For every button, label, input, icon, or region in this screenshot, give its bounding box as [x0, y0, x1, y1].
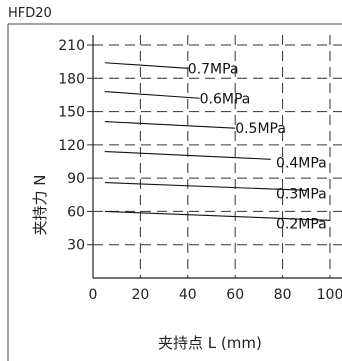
y-tick-label-30: 30: [67, 238, 85, 254]
x-tick-label-20: 20: [131, 287, 149, 303]
series-label-0.4MPa: 0.4MPa: [276, 155, 327, 171]
series-line-0.4MPa: [104, 150, 271, 160]
y-axis-title: 夹持力 N: [31, 175, 49, 236]
x-tick-label-40: 40: [179, 287, 197, 303]
outer-frame: [7, 23, 342, 361]
y-tick-label-120: 120: [58, 138, 85, 154]
y-tick-label-150: 150: [58, 105, 85, 121]
grid: [93, 35, 342, 278]
x-axis-title: 夹持点 L (mm): [158, 334, 262, 352]
series-line-0.5MPa: [104, 121, 236, 129]
model-title: HFD20: [8, 6, 52, 21]
y-tick-label-180: 180: [58, 71, 85, 87]
series-line-0.3MPa: [104, 182, 307, 191]
series-label-0.3MPa: 0.3MPa: [276, 186, 327, 202]
series: 0.7MPa 0.6MPa 0.5MPa 0.4MPa 0.3MPa 0.2MPa: [104, 61, 331, 232]
x-tick-label-60: 60: [226, 287, 244, 303]
x-tick-label-100: 100: [317, 287, 342, 303]
y-tick-label-210: 210: [58, 38, 85, 54]
series-label-0.7MPa: 0.7MPa: [188, 61, 239, 77]
x-tick-label-0: 0: [89, 287, 98, 303]
series-label-0.6MPa: 0.6MPa: [200, 91, 251, 107]
y-tick-label-90: 90: [67, 171, 85, 187]
series-label-0.2MPa: 0.2MPa: [276, 216, 327, 232]
series-line-0.7MPa: [104, 62, 188, 69]
series-line-0.6MPa: [104, 91, 200, 99]
series-label-0.5MPa: 0.5MPa: [235, 121, 286, 137]
axes: [87, 35, 342, 279]
x-tick-label-80: 80: [274, 287, 292, 303]
y-tick-label-60: 60: [67, 204, 85, 220]
series-line-0.2MPa: [104, 210, 331, 221]
tick-labels: 30 60 90 120 150 180 210 0 20 40 60 80 100: [58, 38, 342, 303]
